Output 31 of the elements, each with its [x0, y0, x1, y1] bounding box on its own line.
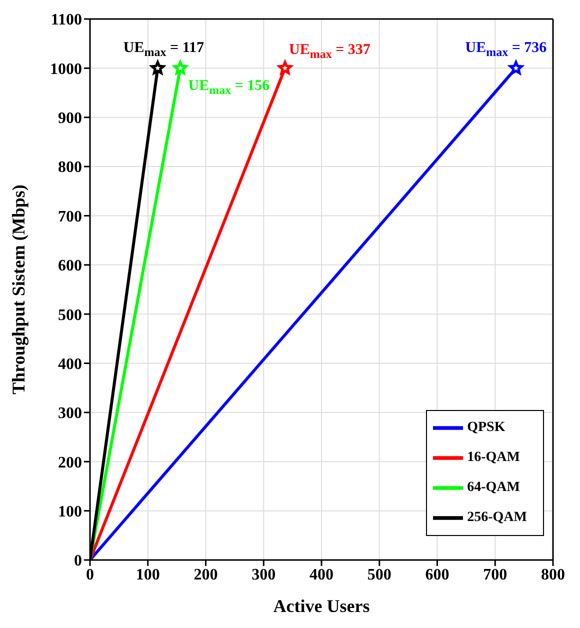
annotation: UE$_{max}$ = 736 [465, 40, 548, 59]
y-tick-label: 900 [58, 110, 82, 128]
y-tick-label: 200 [58, 454, 82, 472]
x-tick-label: 800 [541, 566, 565, 584]
y-tick-label: 500 [58, 306, 82, 324]
y-tick-label: 800 [58, 159, 82, 176]
x-tick-label: 0 [86, 566, 94, 584]
y-tick-label: 1100 [50, 12, 82, 29]
x-tick-label: 600 [425, 566, 450, 584]
y-axis-title: Throughput Sistem (Mbps) [8, 184, 28, 394]
x-tick-label: 400 [310, 566, 334, 584]
annotation: UE$_{max}$ = 156 [188, 78, 270, 97]
x-tick-label: 700 [483, 566, 508, 584]
y-tick-label: 700 [58, 208, 82, 226]
legend-label: QPSK [467, 420, 506, 436]
legend-label: 16-QAM [467, 450, 520, 466]
y-tick-label: 100 [58, 504, 82, 520]
x-tick-label: 100 [136, 566, 160, 584]
y-tick-label: 0 [74, 552, 82, 570]
legend-label: 64-QAM [467, 480, 520, 496]
x-axis-title: Active Users [273, 596, 370, 616]
x-tick-label: 300 [252, 566, 276, 584]
annotation: UE$_{max}$ = 117 [123, 40, 204, 59]
y-tick-label: 1000 [50, 60, 82, 78]
y-tick-label: 400 [58, 356, 82, 373]
y-tick-label: 300 [58, 405, 82, 422]
annotation: UE$_{max}$ = 337 [289, 42, 371, 61]
x-tick-label: 500 [367, 566, 392, 584]
x-tick-label: 200 [194, 566, 218, 584]
y-tick-label: 600 [58, 258, 82, 275]
legend-label: 256-QAM [467, 510, 527, 526]
